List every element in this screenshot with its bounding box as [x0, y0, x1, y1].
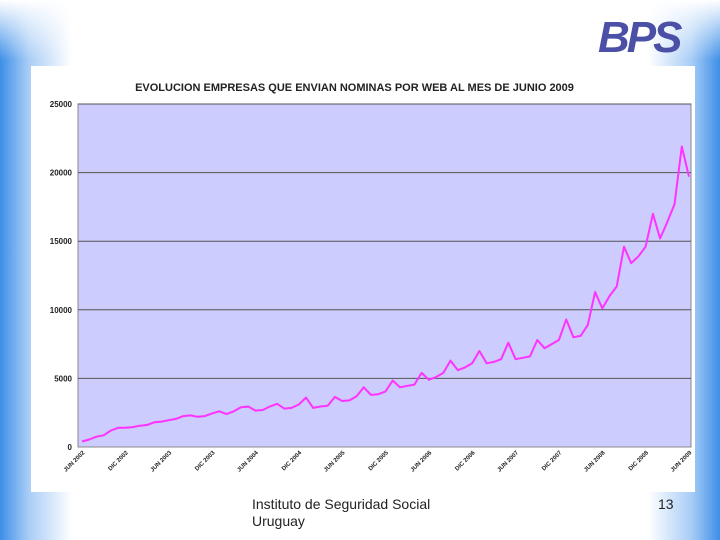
x-tick-label: DIC 2008 — [628, 450, 651, 473]
y-tick-label: 10000 — [50, 306, 73, 315]
x-tick-label: DIC 2002 — [108, 450, 131, 473]
x-tick-label: DIC 2007 — [541, 450, 564, 473]
top-fade — [0, 0, 720, 60]
footer-institution: Instituto de Seguridad Social Uruguay — [252, 496, 430, 530]
y-tick-label: 15000 — [50, 237, 73, 246]
plot-area — [77, 103, 692, 448]
y-tick-label: 5000 — [54, 374, 72, 383]
y-tick-label: 0 — [68, 443, 73, 452]
x-tick-label: JUN 2002 — [63, 450, 87, 474]
x-tick-label: JUN 2009 — [670, 450, 694, 474]
x-tick-label: JUN 2005 — [323, 450, 347, 474]
x-tick-label: JUN 2003 — [150, 450, 174, 474]
x-tick-label: JUN 2007 — [497, 450, 521, 474]
bps-logo-text: BPS — [598, 13, 682, 62]
x-tick-label: JUN 2004 — [236, 450, 260, 474]
x-tick-label: DIC 2004 — [281, 450, 304, 473]
x-tick-label: DIC 2006 — [454, 450, 477, 473]
series-line — [81, 145, 690, 443]
bps-logo: BPS — [598, 14, 698, 62]
y-tick-label: 20000 — [50, 169, 73, 178]
footer-institution-line2: Uruguay — [252, 513, 305, 529]
line-chart: EVOLUCION EMPRESAS QUE ENVIAN NOMINAS PO… — [50, 82, 694, 474]
x-tick-label: DIC 2005 — [368, 450, 391, 473]
chart-frame: EVOLUCION EMPRESAS QUE ENVIAN NOMINAS PO… — [31, 66, 695, 492]
page-number: 13 — [658, 496, 674, 512]
x-tick-label: JUN 2008 — [583, 450, 607, 474]
x-tick-label: DIC 2003 — [194, 450, 217, 473]
footer-institution-line1: Instituto de Seguridad Social — [252, 496, 431, 512]
x-tick-label: JUN 2006 — [410, 450, 434, 474]
y-tick-label: 25000 — [50, 100, 73, 109]
chart-title: EVOLUCION EMPRESAS QUE ENVIAN NOMINAS PO… — [135, 82, 574, 94]
